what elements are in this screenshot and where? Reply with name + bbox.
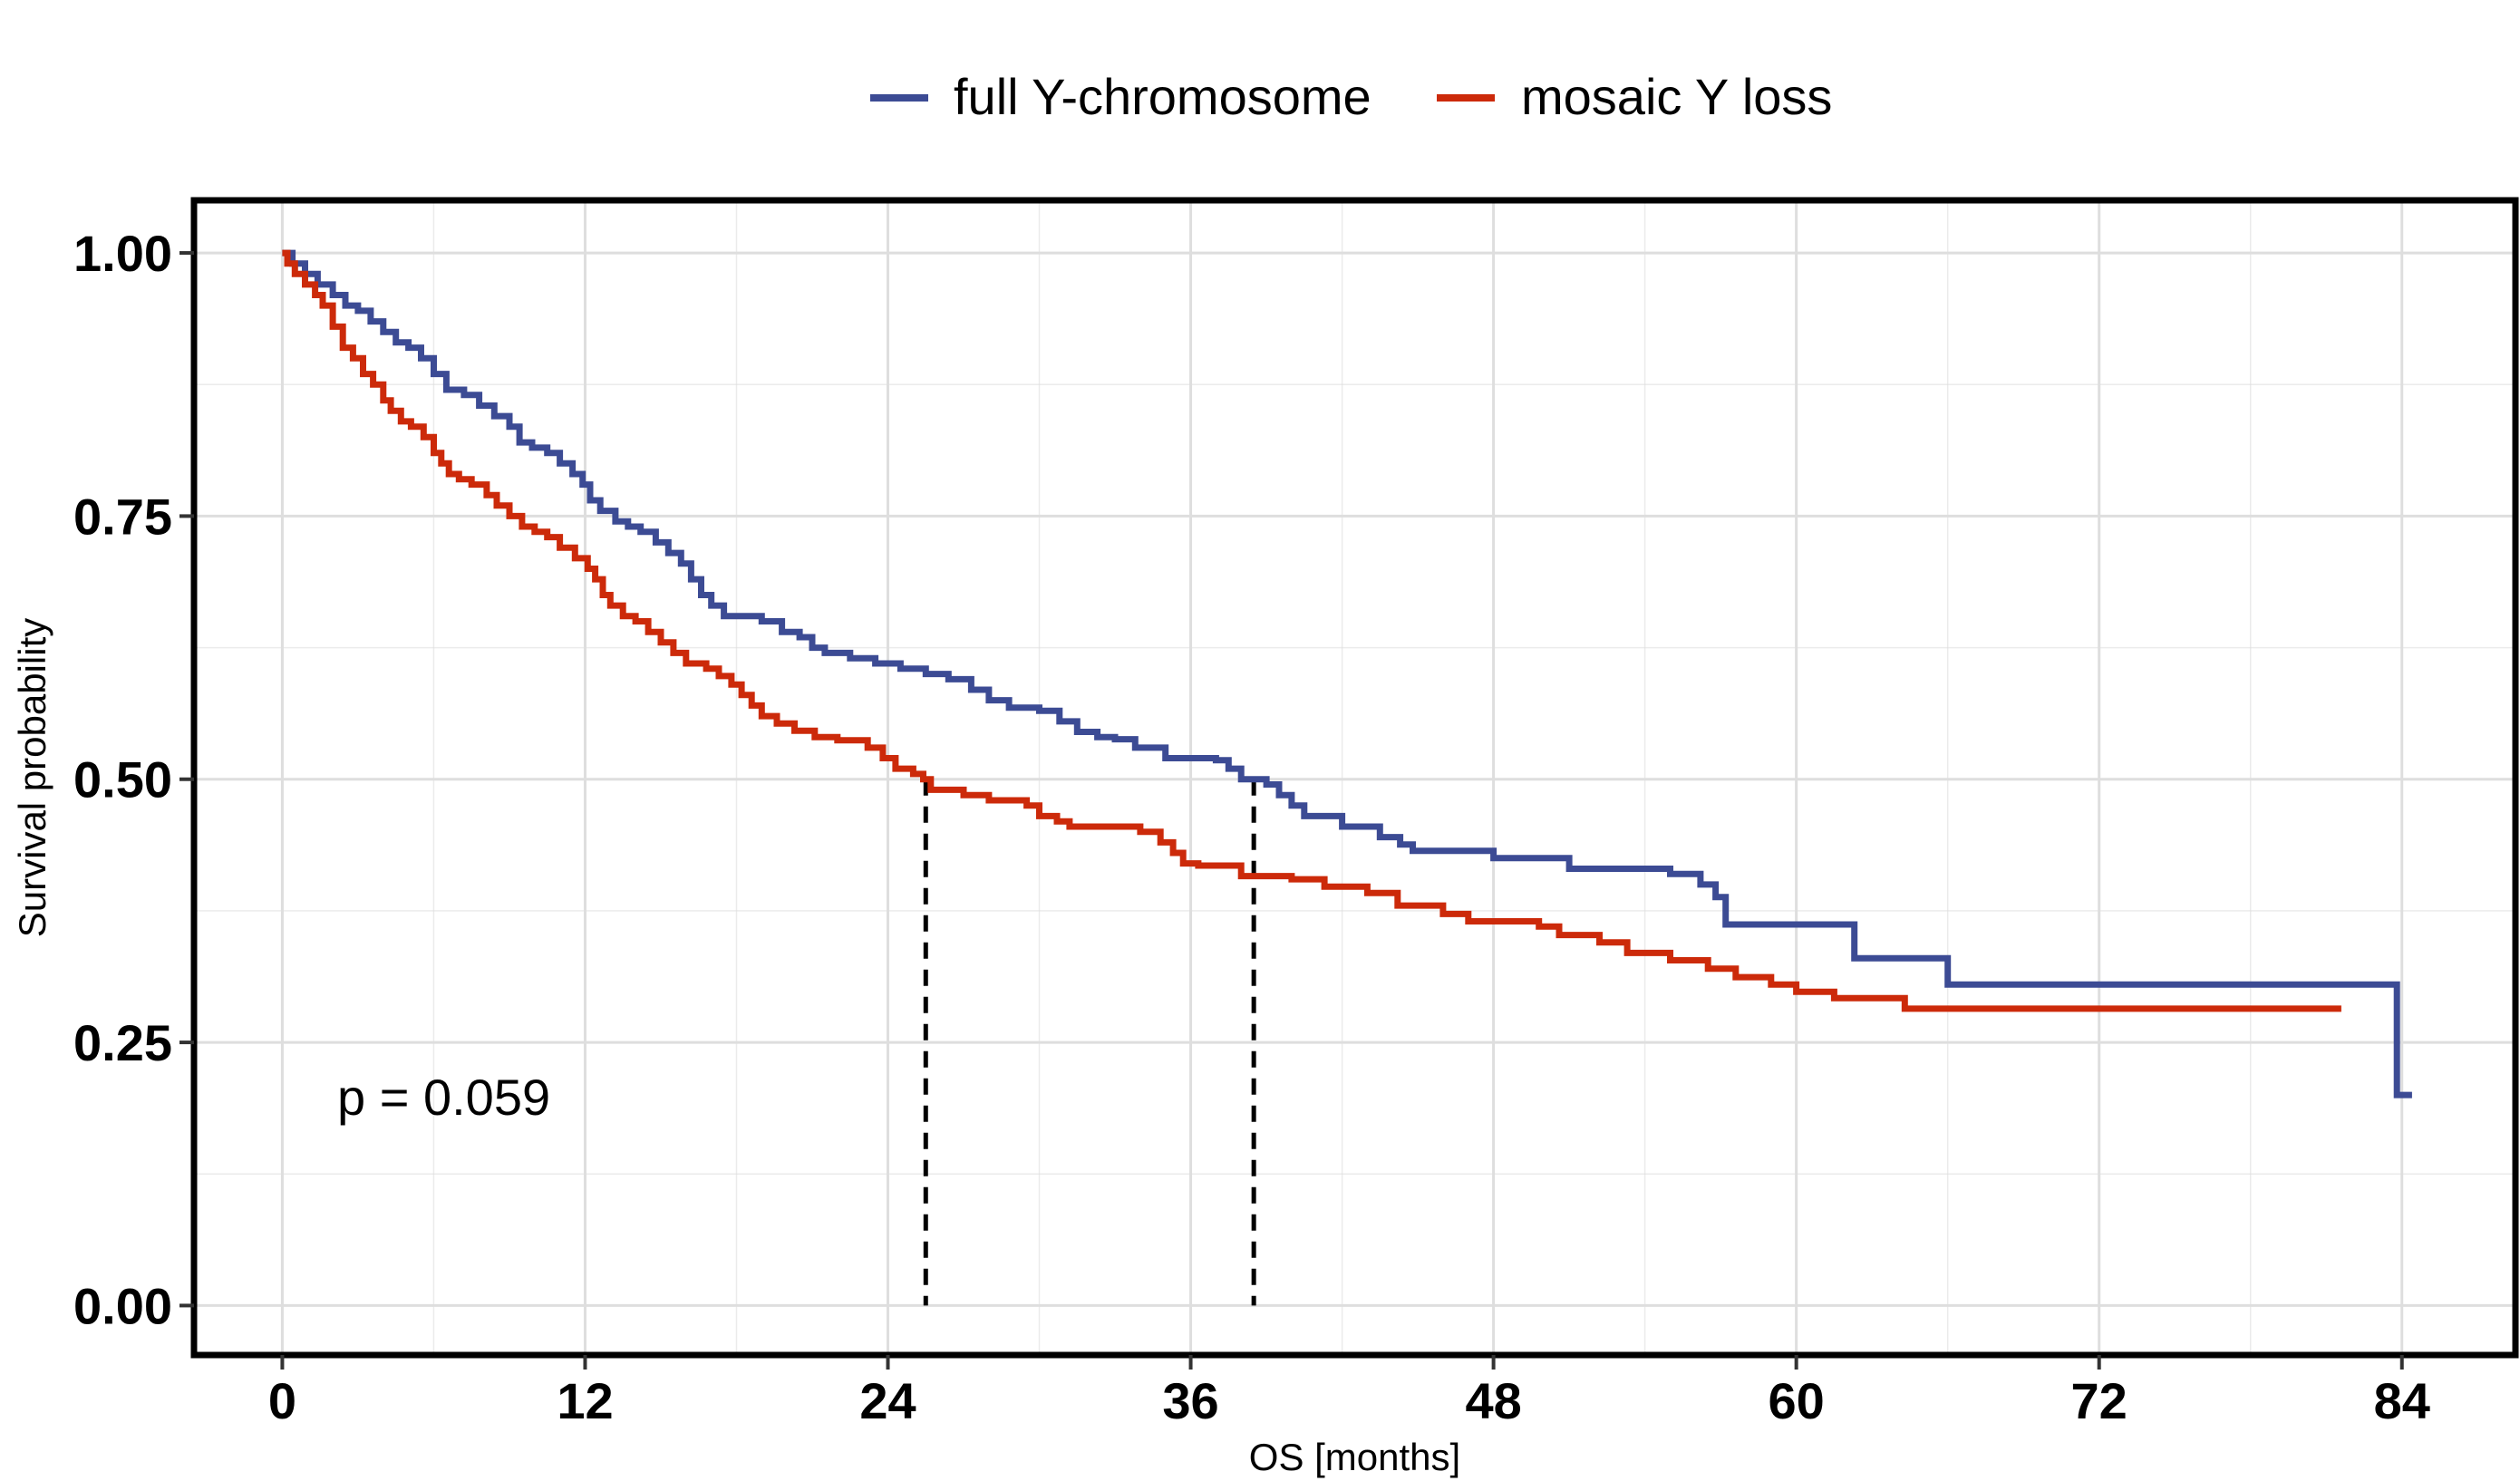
x-tick-label: 12 xyxy=(557,1372,613,1429)
legend: full Y-chromosome mosaic Y loss xyxy=(870,68,1832,125)
x-tick-label: 48 xyxy=(1465,1372,1521,1429)
y-axis-title: Survival probability xyxy=(11,618,53,938)
p-value-annotation: p = 0.059 xyxy=(337,1069,550,1126)
x-axis-title: OS [months] xyxy=(1249,1436,1460,1478)
y-tick-label: 0.00 xyxy=(73,1277,172,1334)
y-tick-label: 1.00 xyxy=(73,225,172,282)
series-line-full-y-chromosome xyxy=(282,249,2412,1099)
series-line-mosaic-y-loss xyxy=(282,249,2341,1012)
x-tick-label: 60 xyxy=(1768,1372,1824,1429)
x-tick-label: 36 xyxy=(1162,1372,1218,1429)
grid-layer xyxy=(194,200,2515,1355)
legend-label: mosaic Y loss xyxy=(1521,68,1832,125)
y-tick-label: 0.50 xyxy=(73,751,172,808)
x-axis-ticks: 0 12 24 36 48 60 72 84 xyxy=(268,1355,2430,1429)
x-tick-label: 84 xyxy=(2374,1372,2430,1429)
y-tick-label: 0.25 xyxy=(73,1014,172,1071)
median-lines xyxy=(923,779,1256,1306)
y-tick-label: 0.75 xyxy=(73,488,172,545)
y-axis-ticks: 0.00 0.25 0.50 0.75 1.00 xyxy=(73,225,194,1334)
x-tick-label: 24 xyxy=(859,1372,916,1429)
x-tick-label: 0 xyxy=(268,1372,296,1429)
x-tick-label: 72 xyxy=(2071,1372,2127,1429)
series-layer xyxy=(282,249,2412,1099)
plot-frame xyxy=(190,197,2519,1359)
legend-label: full Y-chromosome xyxy=(954,68,1371,125)
